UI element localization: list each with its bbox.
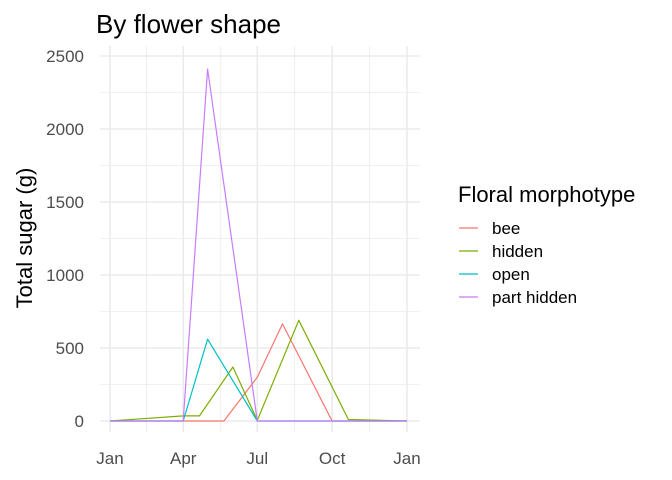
y-axis-ticks: 0 500 1000 1500 2000 2500 bbox=[46, 47, 84, 431]
x-tick-label: Apr bbox=[170, 449, 197, 468]
legend: Floral morphotype bee hidden open part hidd… bbox=[458, 182, 635, 307]
series-line-open bbox=[110, 338, 407, 422]
series-lines bbox=[109, 68, 408, 422]
series-line-part-hidden bbox=[110, 68, 407, 422]
x-tick-label: Oct bbox=[319, 449, 346, 468]
y-tick-label: 2000 bbox=[46, 120, 84, 139]
y-tick-label: 2500 bbox=[46, 47, 84, 66]
x-axis-ticks: Jan Apr Jul Oct Jan bbox=[96, 449, 420, 468]
x-tick-label: Jan bbox=[393, 449, 420, 468]
series-line-bee bbox=[110, 323, 407, 422]
chart-title: By flower shape bbox=[96, 9, 281, 39]
legend-label-hidden: hidden bbox=[492, 242, 543, 261]
x-tick-label: Jan bbox=[96, 449, 123, 468]
y-tick-label: 1500 bbox=[46, 193, 84, 212]
legend-label-bee: bee bbox=[492, 219, 520, 238]
y-tick-label: 500 bbox=[56, 339, 84, 358]
legend-title: Floral morphotype bbox=[458, 182, 635, 207]
y-tick-label: 0 bbox=[75, 412, 84, 431]
series-line-hidden bbox=[109, 319, 408, 422]
legend-label-part-hidden: part hidden bbox=[492, 288, 577, 307]
legend-label-open: open bbox=[492, 265, 530, 284]
y-axis-title: Total sugar (g) bbox=[12, 168, 37, 309]
gridlines bbox=[100, 46, 420, 432]
plot-panel bbox=[100, 46, 420, 432]
y-tick-label: 1000 bbox=[46, 266, 84, 285]
x-tick-label: Jul bbox=[246, 449, 268, 468]
